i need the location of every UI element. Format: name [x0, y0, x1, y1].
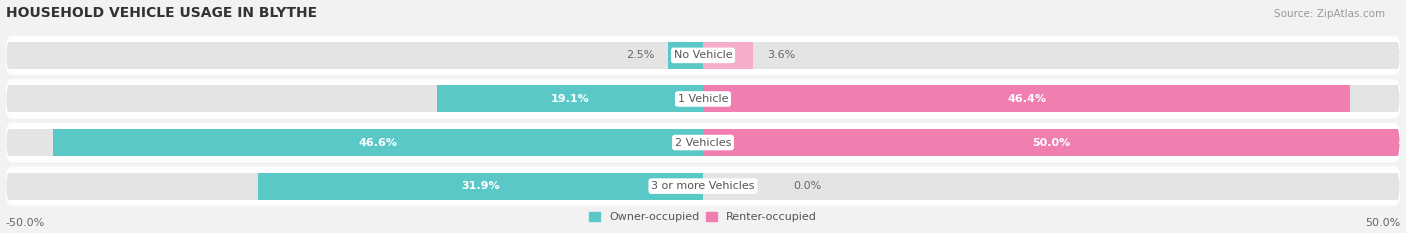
Bar: [437, 86, 703, 113]
Bar: [703, 129, 1400, 156]
Bar: [259, 173, 703, 200]
Bar: [703, 86, 1400, 113]
FancyBboxPatch shape: [6, 125, 1400, 160]
Bar: [668, 42, 703, 69]
Text: No Vehicle: No Vehicle: [673, 50, 733, 60]
Text: Source: ZipAtlas.com: Source: ZipAtlas.com: [1274, 9, 1385, 19]
FancyBboxPatch shape: [6, 168, 1400, 204]
Bar: [703, 173, 1400, 200]
Bar: [6, 129, 703, 156]
Text: 3 or more Vehicles: 3 or more Vehicles: [651, 181, 755, 191]
Text: HOUSEHOLD VEHICLE USAGE IN BLYTHE: HOUSEHOLD VEHICLE USAGE IN BLYTHE: [6, 6, 316, 20]
Text: 2.5%: 2.5%: [626, 50, 654, 60]
Bar: [703, 129, 1400, 156]
FancyBboxPatch shape: [6, 38, 1400, 73]
Text: 50.0%: 50.0%: [1365, 217, 1400, 227]
Text: 19.1%: 19.1%: [550, 94, 589, 104]
Bar: [703, 42, 754, 69]
Text: 0.0%: 0.0%: [793, 181, 823, 191]
Text: 3.6%: 3.6%: [768, 50, 796, 60]
Text: 46.4%: 46.4%: [1007, 94, 1046, 104]
Text: 1 Vehicle: 1 Vehicle: [678, 94, 728, 104]
Text: 31.9%: 31.9%: [461, 181, 499, 191]
Bar: [53, 129, 703, 156]
Bar: [703, 42, 1400, 69]
Text: 2 Vehicles: 2 Vehicles: [675, 137, 731, 147]
Legend: Owner-occupied, Renter-occupied: Owner-occupied, Renter-occupied: [585, 207, 821, 226]
Bar: [703, 86, 1350, 113]
Text: -50.0%: -50.0%: [6, 217, 45, 227]
Text: 50.0%: 50.0%: [1032, 137, 1071, 147]
FancyBboxPatch shape: [6, 81, 1400, 117]
Text: 46.6%: 46.6%: [359, 137, 398, 147]
Bar: [6, 86, 703, 113]
Bar: [6, 173, 703, 200]
Bar: [6, 42, 703, 69]
